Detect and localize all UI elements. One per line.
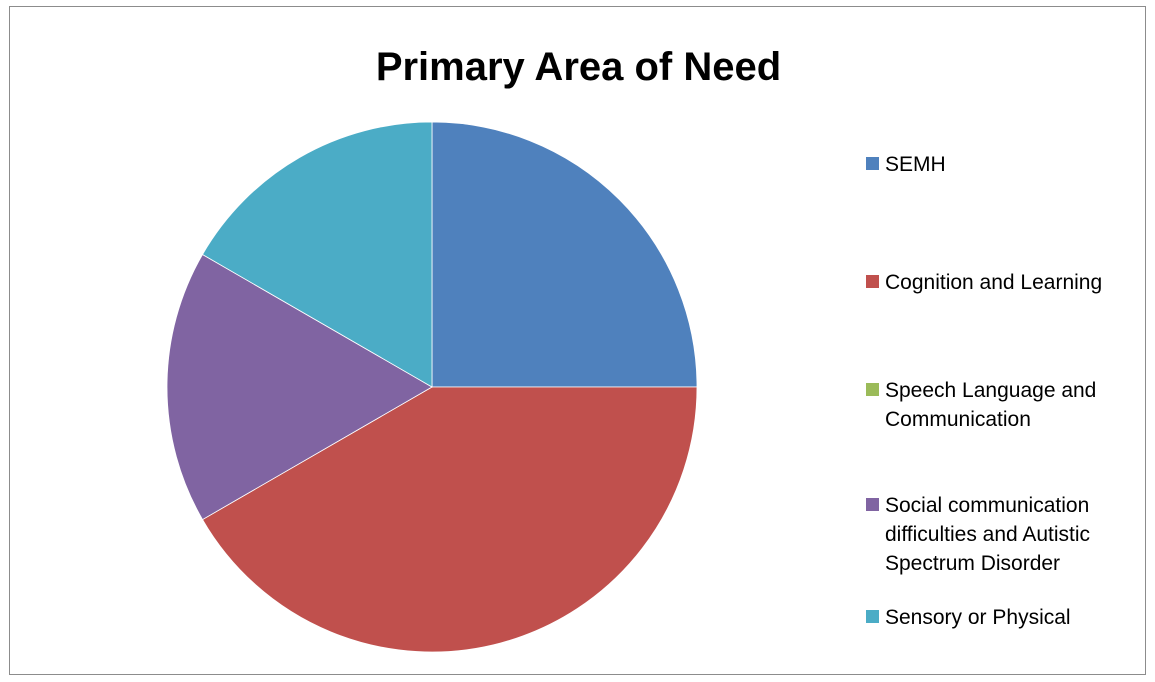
pie-slice-sensory-or-physical (201, 121, 433, 388)
legend-label: Speech Language and Communication (885, 379, 1097, 431)
legend-swatch (866, 498, 879, 511)
legend-swatch (866, 157, 879, 170)
legend-item-sensory-or-physical: Sensory or Physical (866, 603, 1143, 632)
pie-slice-semh (431, 121, 698, 388)
legend-label: Sensory or Physical (885, 606, 1071, 629)
legend-item-speech-language-and-communication: Speech Language and Communication (866, 376, 1143, 434)
legend-item-social-communication-difficulties-and-autistic-spectrum-disorder: Social communication difficulties and Au… (866, 491, 1143, 578)
chart-title: Primary Area of Need (375, 45, 782, 89)
legend-item-cognition-and-learning: Cognition and Learning (866, 268, 1143, 297)
chart-area: Primary Area of Need SEMH Cognition and L… (9, 6, 1146, 675)
legend: SEMH Cognition and Learning Speech Languag… (866, 7, 1146, 676)
legend-label: Cognition and Learning (885, 271, 1103, 294)
legend-swatch (866, 383, 879, 396)
legend-swatch (866, 275, 879, 288)
pie-slice-cognition-and-learning (201, 386, 698, 653)
legend-label: SEMH (885, 153, 946, 176)
pie-slice-social-communication-difficulties-and-autistic-spectrum-disorder (166, 253, 433, 521)
legend-swatch (866, 610, 879, 623)
legend-label: Social communication difficulties and Au… (885, 494, 1091, 575)
legend-item-semh: SEMH (866, 150, 1143, 179)
pie-chart (166, 121, 698, 653)
